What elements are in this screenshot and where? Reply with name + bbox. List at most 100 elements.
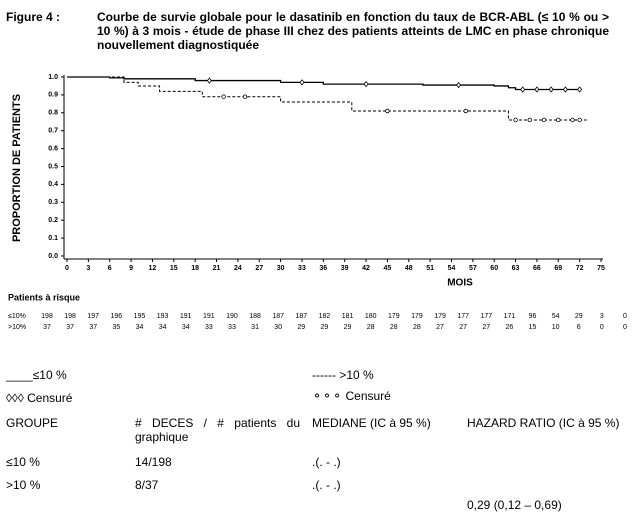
table-header: MEDIANE (IC à 95 %) [312,416,431,430]
censored-mark [242,94,248,99]
risk-value: 177 [457,313,469,320]
x-tick-label: 15 [170,265,178,272]
censored-mark [513,117,518,123]
x-axis-label: MOIS [447,278,473,289]
risk-value: 198 [64,313,76,320]
risk-value: 182 [319,313,331,320]
y-tick-label: 0.1 [48,235,58,242]
censored-mark [577,86,583,93]
legend-solid: ____≤10 % [6,368,67,382]
censored-mark [206,77,212,84]
table-header: GROUPE [6,416,59,430]
x-tick-label: 72 [576,265,584,272]
censored-mark [456,81,462,89]
risk-value: 33 [205,324,213,331]
x-tick-label: 63 [512,265,520,272]
risk-value: 31 [251,324,259,331]
legend-censored-dashed: ⚬⚬⚬ Censuré [312,389,391,403]
x-tick-label: 42 [362,265,370,272]
risk-value: 96 [529,313,537,320]
risk-value: 196 [111,313,123,320]
risk-value: 191 [203,313,215,320]
risk-value: 37 [66,324,74,331]
y-axis-label: PROPORTION DE PATIENTS [11,94,23,242]
y-tick-label: 0.7 [48,128,58,135]
risk-value: 28 [390,324,398,331]
y-tick-label: 0.9 [48,92,58,99]
survival-line [67,76,580,91]
risk-value: 187 [295,313,307,320]
risk-value: 34 [159,324,167,331]
censored-mark [520,86,526,93]
risk-title: Patients à risque [8,292,80,302]
y-tick-label: 0.6 [48,145,58,152]
risk-value: 188 [249,313,261,320]
y-tick-label: 0.0 [48,253,58,260]
risk-value: 54 [552,313,560,320]
censored-mark [562,86,568,93]
x-tick-label: 30 [277,265,285,272]
censored-mark [221,94,226,99]
censored-mark [527,117,532,123]
censored-mark [534,86,540,93]
x-tick-label: 48 [405,265,413,272]
x-tick-label: 21 [213,265,221,272]
risk-value: 29 [321,324,329,331]
table-cell: >10 % [6,478,41,492]
risk-value: 27 [436,324,444,331]
risk-value: 179 [411,313,423,320]
risk-value: 28 [367,324,375,331]
censored-mark [463,108,468,114]
risk-value: 37 [43,324,51,331]
table-header: # DECES / # patients du graphique [135,416,300,444]
risk-value: 34 [182,324,190,331]
table-cell: 8/37 [135,478,159,492]
risk-value: 34 [136,324,144,331]
risk-value: 180 [365,313,377,320]
risk-value: 29 [297,324,305,331]
risk-value: 37 [89,324,97,331]
risk-value: 15 [529,324,537,331]
risk-value: 27 [459,324,467,331]
censored-mark [556,117,561,123]
risk-value: 190 [226,313,238,320]
risk-value: 30 [274,324,282,331]
risk-value: 28 [413,324,421,331]
risk-value: 171 [504,313,516,320]
x-tick-label: 3 [86,265,90,272]
risk-value: 191 [180,313,192,320]
censored-mark [548,86,554,93]
hazard-ratio: 0,29 (0,12 – 0,69) [467,498,562,512]
risk-value: 177 [480,313,492,320]
x-tick-label: 0 [65,265,69,272]
x-tick-label: 36 [319,265,327,272]
censored-mark [577,117,582,123]
x-tick-label: 9 [129,265,133,272]
risk-value: 29 [344,324,352,331]
y-tick-label: 0.2 [48,217,58,224]
x-tick-label: 75 [597,265,605,272]
risk-value: 195 [134,313,146,320]
x-tick-label: 69 [554,265,562,272]
risk-value: 179 [434,313,446,320]
caption: Courbe de survie globale pour le dasatin… [97,10,609,52]
risk-value: 179 [388,313,400,320]
x-tick-label: 66 [533,265,541,272]
x-tick-label: 45 [384,265,392,272]
risk-value: 33 [228,324,236,331]
x-tick-label: 51 [426,265,434,272]
table-cell: ≤10 % [6,455,40,469]
risk-value: 181 [342,313,354,320]
risk-value: 187 [272,313,284,320]
figure-label: Figure 4 : [6,10,61,24]
y-tick-label: 1.0 [48,74,58,81]
x-tick-label: 39 [341,265,349,272]
censored-mark [570,117,575,123]
risk-value: 0 [600,324,604,331]
x-tick-label: 12 [149,265,157,272]
legend-dashed: ------ >10 % [312,368,374,382]
y-tick-label: 0.8 [48,110,58,117]
survival-line [67,76,587,121]
risk-value: 29 [575,313,583,320]
